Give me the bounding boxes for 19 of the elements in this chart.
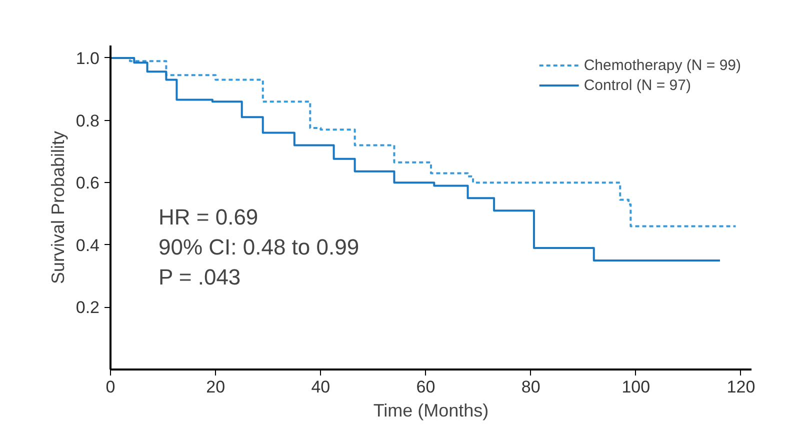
y-axis-title: Survival Probability	[48, 130, 68, 284]
x-tick-label: 60	[416, 378, 436, 396]
legend-label: Chemotherapy (N = 99)	[584, 56, 741, 74]
x-tick-label: 20	[206, 378, 226, 396]
annotation: P = .043	[158, 264, 241, 290]
x-tick-label: 40	[311, 378, 330, 396]
x-tick-label: 100	[622, 378, 650, 396]
y-tick-label: 0.6	[76, 174, 100, 193]
y-tick-label: 0.4	[76, 236, 100, 255]
y-tick-label: 0.8	[76, 111, 100, 130]
annotation: 90% CI: 0.48 to 0.99	[158, 234, 360, 260]
x-axis-title: Time (Months)	[373, 400, 489, 420]
y-tick-label: 0.2	[76, 298, 100, 318]
x-tick-label: 80	[521, 378, 540, 396]
annotation: HR = 0.69	[158, 204, 258, 230]
y-tick-label: 1.0	[76, 48, 100, 68]
x-tick-label: 120	[726, 378, 756, 396]
x-tick-label: 0	[106, 378, 116, 396]
legend-label: Control (N = 97)	[584, 76, 691, 94]
